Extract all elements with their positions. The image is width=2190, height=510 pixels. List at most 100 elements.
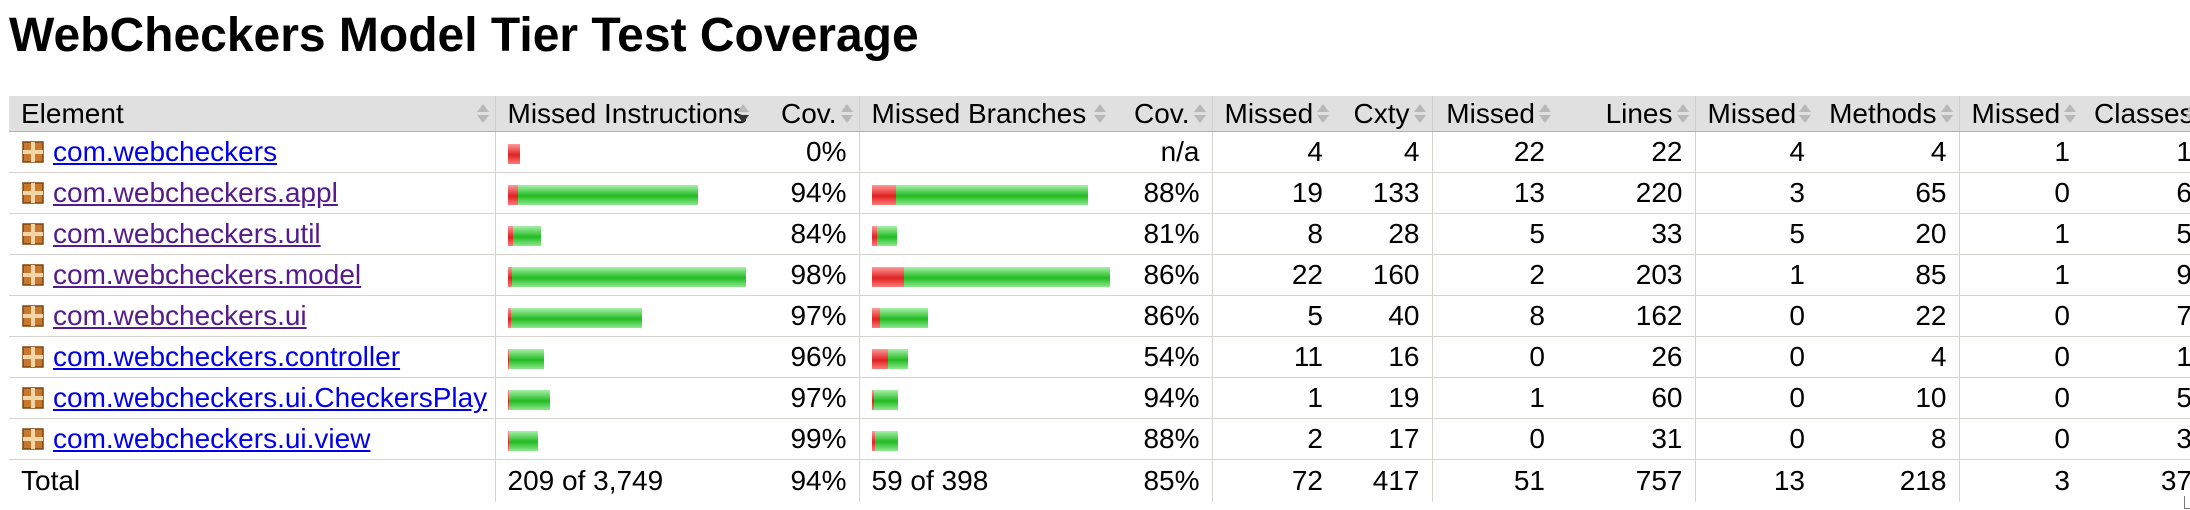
missed-methods-cell: 0 <box>1694 418 1817 460</box>
missed-classes-cell: 0 <box>1958 377 2082 419</box>
covered-segment <box>887 348 908 369</box>
cov-branches-cell: 86% <box>1112 254 1212 296</box>
coverage-bar <box>871 430 898 451</box>
lines-cell: 31 <box>1557 418 1695 460</box>
col-cxty[interactable]: Cxty <box>1335 96 1432 132</box>
total-cov-instructions: 94% <box>790 465 847 496</box>
sort-arrows-icon <box>1094 104 1106 124</box>
total-missed-branches: 59 of 398 <box>858 459 1112 502</box>
cov-instructions-cell: 99% <box>755 418 859 460</box>
col-classes[interactable]: Classes <box>2082 96 2190 132</box>
missed-classes-cell: 1 <box>1958 213 2082 255</box>
missed-cxty-cell: 4 <box>1211 131 1335 173</box>
missed-segment <box>507 143 520 164</box>
sort-arrows-icon <box>2186 104 2190 124</box>
total-label: Total <box>21 465 81 496</box>
missed-segment <box>507 266 512 287</box>
col-missed-lines[interactable]: Missed <box>1431 96 1557 132</box>
col-missed-cxty[interactable]: Missed <box>1211 96 1335 132</box>
missed-segment <box>871 430 875 451</box>
package-icon <box>22 346 44 368</box>
col-cov-branches[interactable]: Cov. <box>1112 96 1212 132</box>
sort-arrows-icon <box>1940 104 1953 124</box>
covered-segment <box>903 266 1110 287</box>
total-missed-cxty: 72 <box>1211 459 1335 502</box>
resize-grip-icon[interactable] <box>2184 496 2190 509</box>
package-link[interactable]: com.webcheckers <box>53 136 278 167</box>
methods-cell: 65 <box>1817 172 1959 214</box>
col-lines[interactable]: Lines <box>1557 96 1695 132</box>
coverage-bar <box>507 184 698 205</box>
element-cell: com.webcheckers.model <box>9 254 495 296</box>
classes-cell: 3 <box>2082 418 2190 460</box>
missed-branches-cell <box>858 336 1112 378</box>
lines-cell: 220 <box>1557 172 1695 214</box>
col-element[interactable]: Element <box>9 96 495 132</box>
cxty-cell: 28 <box>1335 213 1432 255</box>
covered-segment <box>879 307 928 328</box>
cov-instructions-cell: 0% <box>755 131 859 173</box>
cov-branches-cell: n/a <box>1112 131 1212 173</box>
missed-branches-cell <box>858 213 1112 255</box>
missed-methods-cell: 4 <box>1694 131 1817 173</box>
missed-instructions-cell <box>494 336 755 378</box>
cxty-cell: 133 <box>1335 172 1432 214</box>
package-link[interactable]: com.webcheckers.model <box>53 259 362 290</box>
classes-cell: 1 <box>2082 131 2190 173</box>
missed-branches-cell <box>858 172 1112 214</box>
col-missed-branches[interactable]: Missed Branches <box>858 96 1112 132</box>
missed-lines-cell: 5 <box>1431 213 1557 255</box>
cov-branches-cell: 88% <box>1112 418 1212 460</box>
package-icon <box>22 141 44 163</box>
cov-branches-cell: 54% <box>1112 336 1212 378</box>
missed-classes-cell: 0 <box>1958 336 2082 378</box>
sort-arrows-icon <box>737 104 749 124</box>
sort-arrows-icon <box>476 104 489 124</box>
missed-lines-cell: 13 <box>1431 172 1557 214</box>
col-missed-instructions[interactable]: Missed Instructions <box>494 96 755 132</box>
total-missed-classes: 3 <box>1958 459 2082 502</box>
coverage-bar <box>507 389 550 410</box>
missed-lines-cell: 0 <box>1431 336 1557 378</box>
package-icon <box>22 305 44 327</box>
missed-classes-cell: 1 <box>1958 254 2082 296</box>
package-link[interactable]: com.webcheckers.ui <box>53 300 307 331</box>
col-missed-methods[interactable]: Missed <box>1694 96 1817 132</box>
total-row: Total 209 of 3,749 94% 59 of 398 85% 72 … <box>9 459 2190 502</box>
sort-arrows-icon <box>840 104 853 124</box>
missed-segment <box>507 184 518 205</box>
col-cov-instructions[interactable]: Cov. <box>755 96 859 132</box>
package-icon <box>22 182 44 204</box>
element-cell: com.webcheckers.ui.view <box>9 418 495 460</box>
package-link[interactable]: com.webcheckers.ui.CheckersPlay <box>53 382 488 413</box>
cxty-cell: 16 <box>1335 336 1432 378</box>
total-missed-methods: 13 <box>1694 459 1817 502</box>
sort-arrows-icon <box>1413 104 1426 124</box>
package-link[interactable]: com.webcheckers.ui.view <box>53 423 371 454</box>
package-icon <box>22 223 44 245</box>
missed-lines-cell: 1 <box>1431 377 1557 419</box>
missed-branches-cell <box>858 131 1112 173</box>
table-row: com.webcheckers.ui 97% 86% 5 40 8 162 0 22 0 7 <box>9 295 2190 337</box>
element-cell: com.webcheckers.controller <box>9 336 495 378</box>
sort-arrows-icon <box>2064 104 2076 124</box>
package-link[interactable]: com.webcheckers.appl <box>53 177 338 208</box>
package-link[interactable]: com.webcheckers.util <box>53 218 321 249</box>
missed-instructions-cell <box>494 131 755 173</box>
cxty-cell: 17 <box>1335 418 1432 460</box>
cov-branches-cell: 81% <box>1112 213 1212 255</box>
total-lines: 757 <box>1635 465 1683 496</box>
col-methods[interactable]: Methods <box>1817 96 1959 132</box>
classes-cell: 5 <box>2082 213 2190 255</box>
missed-segment <box>871 266 904 287</box>
table-row: com.webcheckers.model 98% 86% 22 160 2 203 1 85 1… <box>9 254 2190 296</box>
col-missed-classes[interactable]: Missed <box>1958 96 2082 132</box>
coverage-bar <box>507 143 520 164</box>
missed-segment <box>871 225 877 246</box>
missed-branches-cell <box>858 254 1112 296</box>
missed-classes-cell: 1 <box>1958 131 2082 173</box>
total-missed-instructions: 209 of 3,749 <box>494 459 755 502</box>
package-link[interactable]: com.webcheckers.controller <box>53 341 401 372</box>
missed-segment <box>507 225 513 246</box>
cxty-cell: 40 <box>1335 295 1432 337</box>
